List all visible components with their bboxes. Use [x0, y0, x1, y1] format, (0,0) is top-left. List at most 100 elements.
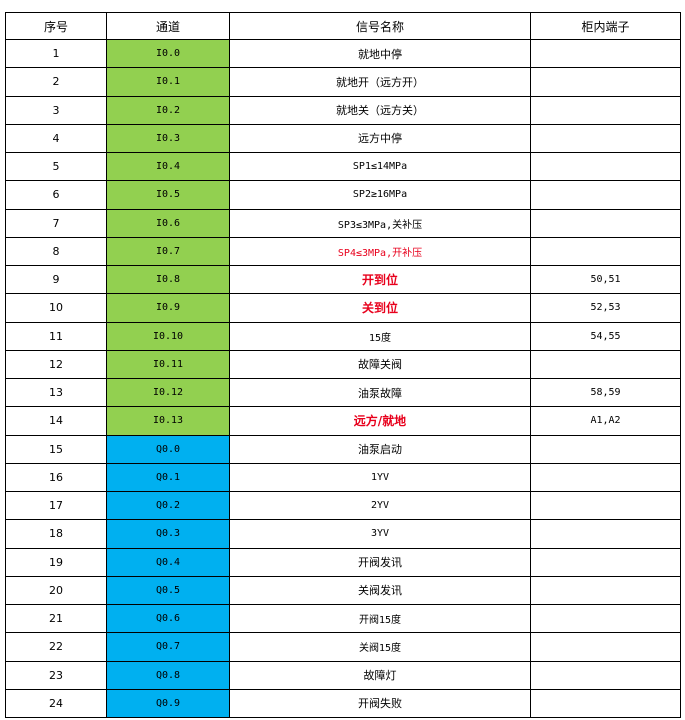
no-cell[interactable]: 12 — [5, 349, 107, 380]
terminal-cell[interactable] — [530, 660, 681, 690]
signal-cell[interactable]: 关到位 — [229, 293, 531, 323]
no-cell[interactable]: 17 — [5, 490, 107, 521]
no-cell[interactable]: 3 — [5, 95, 107, 125]
terminal-cell[interactable] — [530, 38, 681, 69]
signal-cell[interactable]: 2YV — [229, 490, 531, 521]
no-cell[interactable]: 2 — [5, 67, 107, 97]
channel-cell[interactable]: I0.6 — [106, 208, 230, 238]
signal-cell[interactable]: 开到位 — [229, 264, 531, 295]
no-cell[interactable]: 21 — [5, 603, 107, 634]
channel-cell[interactable]: Q0.0 — [106, 434, 230, 464]
terminal-cell[interactable] — [530, 632, 681, 662]
no-cell[interactable]: 23 — [5, 660, 107, 690]
terminal-cell[interactable] — [530, 95, 681, 125]
signal-cell[interactable]: 3YV — [229, 519, 531, 549]
terminal-cell[interactable] — [530, 434, 681, 464]
signal-cell[interactable]: 关阀15度 — [229, 632, 531, 662]
channel-cell[interactable]: I0.7 — [106, 236, 230, 267]
channel-cell[interactable]: I0.5 — [106, 180, 230, 210]
terminal-cell[interactable] — [530, 462, 681, 493]
signal-cell[interactable]: 15度 — [229, 321, 531, 351]
no-cell[interactable]: 16 — [5, 462, 107, 493]
terminal-cell[interactable] — [530, 519, 681, 549]
no-cell[interactable]: 20 — [5, 575, 107, 606]
terminal-cell[interactable]: 54,55 — [530, 321, 681, 351]
channel-cell[interactable]: Q0.9 — [106, 688, 230, 719]
terminal-cell[interactable] — [530, 575, 681, 606]
no-cell[interactable]: 22 — [5, 632, 107, 662]
channel-cell[interactable]: Q0.2 — [106, 490, 230, 521]
signal-cell[interactable]: 油泵故障 — [229, 377, 531, 408]
signal-cell[interactable]: 故障关阀 — [229, 349, 531, 380]
terminal-cell[interactable] — [530, 603, 681, 634]
no-cell[interactable]: 18 — [5, 519, 107, 549]
terminal-cell[interactable] — [530, 180, 681, 210]
channel-cell[interactable]: I0.10 — [106, 321, 230, 351]
signal-cell[interactable]: SP1≤14MPa — [229, 151, 531, 182]
no-cell[interactable]: 1 — [5, 38, 107, 69]
terminal-cell[interactable]: 52,53 — [530, 293, 681, 323]
no-cell[interactable]: 11 — [5, 321, 107, 351]
channel-cell[interactable]: Q0.7 — [106, 632, 230, 662]
terminal-cell[interactable] — [530, 236, 681, 267]
channel-cell[interactable]: Q0.4 — [106, 547, 230, 577]
signal-cell[interactable]: 开阀发讯 — [229, 547, 531, 577]
no-cell[interactable]: 8 — [5, 236, 107, 267]
terminal-cell[interactable] — [530, 123, 681, 154]
terminal-cell[interactable] — [530, 208, 681, 238]
header-terminal[interactable]: 柜内端子 — [530, 12, 681, 40]
channel-cell[interactable]: I0.3 — [106, 123, 230, 154]
no-cell[interactable]: 19 — [5, 547, 107, 577]
channel-cell[interactable]: I0.2 — [106, 95, 230, 125]
signal-cell[interactable]: 就地开（远方开） — [229, 67, 531, 97]
signal-cell[interactable]: 1YV — [229, 462, 531, 493]
channel-cell[interactable]: I0.4 — [106, 151, 230, 182]
terminal-cell[interactable] — [530, 151, 681, 182]
channel-cell[interactable]: I0.8 — [106, 264, 230, 295]
terminal-cell[interactable] — [530, 547, 681, 577]
channel-cell[interactable]: I0.9 — [106, 293, 230, 323]
terminal-cell[interactable]: 50,51 — [530, 264, 681, 295]
terminal-cell[interactable] — [530, 490, 681, 521]
channel-cell[interactable]: I0.0 — [106, 38, 230, 69]
no-cell[interactable]: 24 — [5, 688, 107, 719]
no-cell[interactable]: 5 — [5, 151, 107, 182]
no-cell[interactable]: 14 — [5, 406, 107, 436]
terminal-cell[interactable]: 58,59 — [530, 377, 681, 408]
no-cell[interactable]: 4 — [5, 123, 107, 154]
no-cell[interactable]: 9 — [5, 264, 107, 295]
channel-cell[interactable]: I0.13 — [106, 406, 230, 436]
terminal-cell[interactable] — [530, 688, 681, 719]
header-signal[interactable]: 信号名称 — [229, 12, 531, 40]
channel-cell[interactable]: Q0.3 — [106, 519, 230, 549]
channel-cell[interactable]: I0.1 — [106, 67, 230, 97]
signal-cell[interactable]: 关阀发讯 — [229, 575, 531, 606]
signal-cell[interactable]: SP3≤3MPa,关补压 — [229, 208, 531, 238]
signal-cell[interactable]: 就地中停 — [229, 38, 531, 69]
signal-cell[interactable]: 油泵启动 — [229, 434, 531, 464]
channel-cell[interactable]: Q0.5 — [106, 575, 230, 606]
channel-cell[interactable]: Q0.6 — [106, 603, 230, 634]
terminal-cell[interactable]: A1,A2 — [530, 406, 681, 436]
signal-cell[interactable]: 远方/就地 — [229, 406, 531, 436]
terminal-cell[interactable] — [530, 349, 681, 380]
header-no[interactable]: 序号 — [5, 12, 107, 40]
signal-cell[interactable]: 开阀失败 — [229, 688, 531, 719]
no-cell[interactable]: 15 — [5, 434, 107, 464]
no-cell[interactable]: 7 — [5, 208, 107, 238]
signal-cell[interactable]: 就地关（远方关） — [229, 95, 531, 125]
signal-cell[interactable]: 远方中停 — [229, 123, 531, 154]
signal-cell[interactable]: SP2≥16MPa — [229, 180, 531, 210]
terminal-cell[interactable] — [530, 67, 681, 97]
header-channel[interactable]: 通道 — [106, 12, 230, 40]
channel-cell[interactable]: I0.12 — [106, 377, 230, 408]
no-cell[interactable]: 10 — [5, 293, 107, 323]
no-cell[interactable]: 6 — [5, 180, 107, 210]
channel-cell[interactable]: Q0.8 — [106, 660, 230, 690]
channel-cell[interactable]: I0.11 — [106, 349, 230, 380]
no-cell[interactable]: 13 — [5, 377, 107, 408]
channel-cell[interactable]: Q0.1 — [106, 462, 230, 493]
signal-cell[interactable]: 开阀15度 — [229, 603, 531, 634]
signal-cell[interactable]: 故障灯 — [229, 660, 531, 690]
signal-cell[interactable]: SP4≤3MPa,开补压 — [229, 236, 531, 267]
